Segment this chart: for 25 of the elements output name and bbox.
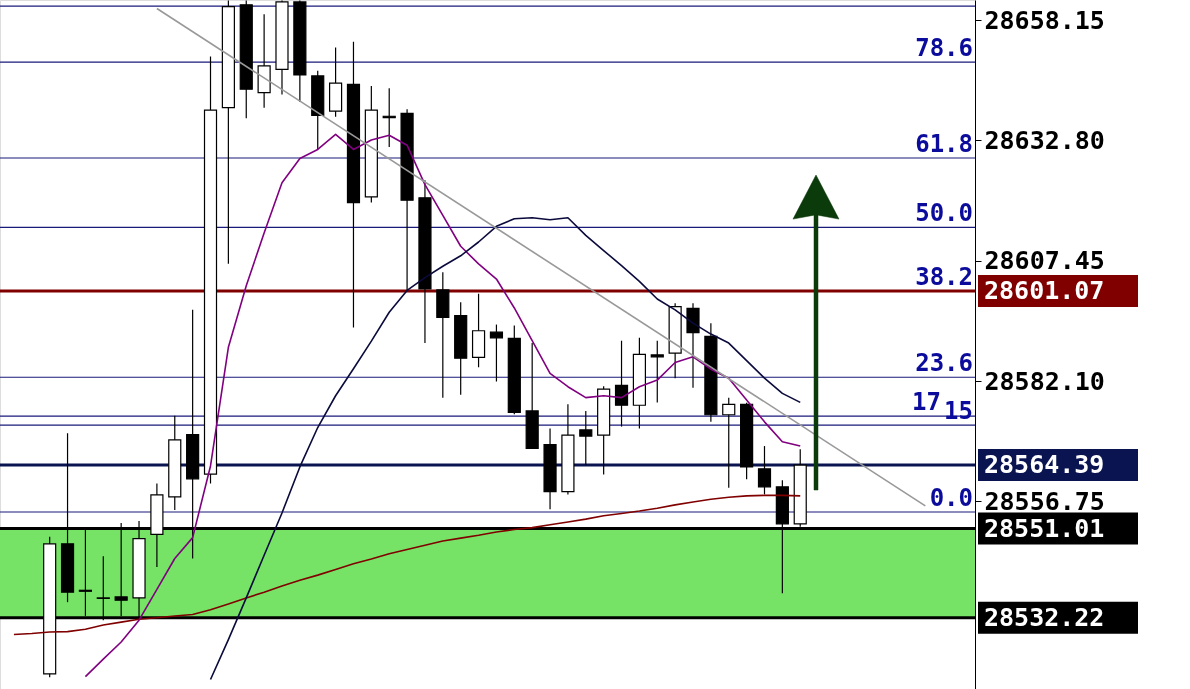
annotation: 38.2 [915, 263, 973, 292]
line-series [209, 217, 802, 681]
annotation: 50.0 [915, 199, 973, 228]
line-series [84, 133, 802, 678]
candlestick [579, 410, 593, 466]
ref-line-label: 28601.07 [984, 276, 1105, 306]
y-tick-label: 28556.75 [984, 486, 1105, 516]
annotation: 23.6 [915, 349, 973, 378]
y-tick-label: 28607.45 [984, 246, 1105, 276]
candlestick [757, 445, 772, 496]
line-series [13, 494, 802, 636]
y-tick-label: 28632.80 [984, 125, 1105, 155]
candlestick [722, 397, 736, 489]
annotation: 78.6 [915, 34, 973, 63]
annotation: 0.0 [929, 484, 973, 512]
candlestick [489, 323, 504, 383]
candlestick [614, 340, 629, 428]
annotation: 17 [912, 388, 941, 417]
y-tick-label: 28658.15 [984, 5, 1105, 35]
ref-line-label: 28532.22 [984, 602, 1105, 632]
ref-line-label: 28551.01 [984, 513, 1105, 543]
y-tick-label: 28582.10 [984, 366, 1105, 396]
candlestick [650, 340, 664, 403]
ref-line-label: 28564.39 [984, 450, 1105, 480]
annotation: 61.8 [915, 130, 973, 159]
